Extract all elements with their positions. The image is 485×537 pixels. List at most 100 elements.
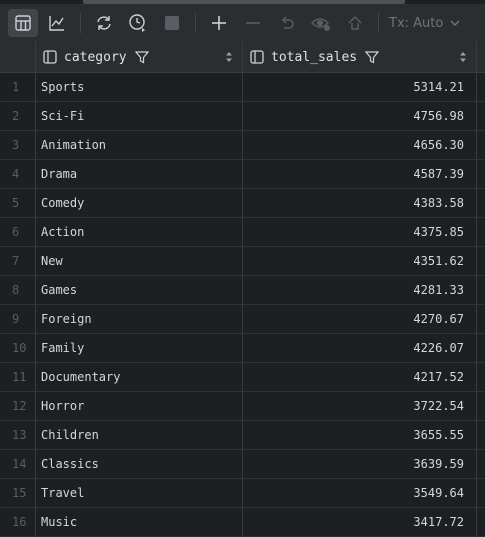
column-header-category[interactable]: category: [36, 42, 243, 72]
table-row[interactable]: 3 Animation 4656.30: [0, 131, 485, 160]
chevron-down-icon: [450, 20, 460, 26]
revert-button[interactable]: [272, 10, 302, 36]
minus-icon: [246, 22, 260, 24]
row-number[interactable]: 7: [0, 247, 36, 275]
auto-refresh-button[interactable]: [123, 10, 153, 36]
row-number[interactable]: 3: [0, 131, 36, 159]
column-icon: [43, 50, 57, 64]
filter-icon[interactable]: [365, 50, 380, 64]
table-row[interactable]: 12 Horror 3722.54: [0, 392, 485, 421]
cell-category[interactable]: Games: [36, 276, 243, 304]
grid-body: 1 Sports 5314.21 2 Sci-Fi 4756.98 3 Animation 46…: [0, 73, 485, 537]
cell-category[interactable]: Sports: [36, 73, 243, 101]
table-row[interactable]: 2 Sci-Fi 4756.98: [0, 102, 485, 131]
sort-icon[interactable]: [224, 50, 234, 64]
eye-icon: [311, 18, 330, 31]
table-icon: [15, 15, 31, 31]
row-number[interactable]: 11: [0, 363, 36, 391]
stop-button[interactable]: [157, 10, 187, 36]
row-number[interactable]: 1: [0, 73, 36, 101]
cell-category[interactable]: Children: [36, 421, 243, 449]
row-number[interactable]: 10: [0, 334, 36, 362]
cell-total-sales[interactable]: 3417.72: [243, 508, 477, 536]
cell-total-sales[interactable]: 3549.64: [243, 479, 477, 507]
window-drag-handle[interactable]: [83, 0, 405, 4]
cell-category[interactable]: Comedy: [36, 189, 243, 217]
cell-category[interactable]: Documentary: [36, 363, 243, 391]
table-row[interactable]: 11 Documentary 4217.52: [0, 363, 485, 392]
delete-row-button[interactable]: [238, 10, 268, 36]
sort-icon[interactable]: [458, 50, 468, 64]
row-number[interactable]: 14: [0, 450, 36, 478]
refresh-button[interactable]: [89, 10, 119, 36]
row-number[interactable]: 5: [0, 189, 36, 217]
cell-category[interactable]: Animation: [36, 131, 243, 159]
cell-total-sales[interactable]: 4270.67: [243, 305, 477, 333]
cell-category[interactable]: Foreign: [36, 305, 243, 333]
cell-total-sales[interactable]: 3722.54: [243, 392, 477, 420]
table-row[interactable]: 15 Travel 3549.64: [0, 479, 485, 508]
column-header-total-sales[interactable]: total_sales: [243, 42, 477, 72]
row-number[interactable]: 13: [0, 421, 36, 449]
table-row[interactable]: 1 Sports 5314.21: [0, 73, 485, 102]
cell-category[interactable]: Horror: [36, 392, 243, 420]
row-number[interactable]: 2: [0, 102, 36, 130]
row-number[interactable]: 8: [0, 276, 36, 304]
table-row[interactable]: 7 New 4351.62: [0, 247, 485, 276]
cell-total-sales[interactable]: 3655.55: [243, 421, 477, 449]
cell-category[interactable]: Music: [36, 508, 243, 536]
plus-icon: [212, 16, 226, 30]
stop-icon: [165, 16, 179, 30]
cell-total-sales[interactable]: 4587.39: [243, 160, 477, 188]
row-number[interactable]: 16: [0, 508, 36, 536]
cell-total-sales[interactable]: 4226.07: [243, 334, 477, 362]
chart-view-button[interactable]: [42, 10, 72, 36]
cell-category[interactable]: Action: [36, 218, 243, 246]
cell-category[interactable]: New: [36, 247, 243, 275]
add-row-button[interactable]: [204, 10, 234, 36]
column-icon: [250, 50, 264, 64]
row-number[interactable]: 12: [0, 392, 36, 420]
table-row[interactable]: 9 Foreign 4270.67: [0, 305, 485, 334]
toolbar-separator: [195, 13, 196, 33]
row-number[interactable]: 4: [0, 160, 36, 188]
submit-button[interactable]: [340, 10, 370, 36]
table-row[interactable]: 14 Classics 3639.59: [0, 450, 485, 479]
cell-total-sales[interactable]: 4383.58: [243, 189, 477, 217]
filter-icon[interactable]: [134, 50, 149, 64]
table-row[interactable]: 10 Family 4226.07: [0, 334, 485, 363]
table-row[interactable]: 4 Drama 4587.39: [0, 160, 485, 189]
toolbar-separator: [378, 13, 379, 33]
cell-total-sales[interactable]: 4756.98: [243, 102, 477, 130]
row-number[interactable]: 6: [0, 218, 36, 246]
cell-total-sales[interactable]: 4281.33: [243, 276, 477, 304]
preview-changes-button[interactable]: [306, 10, 336, 36]
table-row[interactable]: 13 Children 3655.55: [0, 421, 485, 450]
row-number-header[interactable]: [0, 42, 36, 72]
cell-category[interactable]: Drama: [36, 160, 243, 188]
transaction-mode-label: Tx: Auto: [389, 15, 444, 31]
table-row[interactable]: 5 Comedy 4383.58: [0, 189, 485, 218]
column-label: category: [64, 49, 127, 65]
table-row[interactable]: 6 Action 4375.85: [0, 218, 485, 247]
chart-icon: [49, 16, 64, 31]
cell-category[interactable]: Sci-Fi: [36, 102, 243, 130]
cell-category[interactable]: Travel: [36, 479, 243, 507]
column-label: total_sales: [271, 49, 358, 65]
results-toolbar: Tx: Auto: [0, 4, 485, 42]
row-number[interactable]: 15: [0, 479, 36, 507]
cell-total-sales[interactable]: 3639.59: [243, 450, 477, 478]
cell-total-sales[interactable]: 4656.30: [243, 131, 477, 159]
cell-category[interactable]: Classics: [36, 450, 243, 478]
undo-icon: [281, 16, 294, 29]
cell-total-sales[interactable]: 4217.52: [243, 363, 477, 391]
table-row[interactable]: 8 Games 4281.33: [0, 276, 485, 305]
table-view-button[interactable]: [8, 9, 38, 37]
cell-total-sales[interactable]: 4375.85: [243, 218, 477, 246]
table-row[interactable]: 16 Music 3417.72: [0, 508, 485, 537]
transaction-mode-dropdown[interactable]: Tx: Auto: [383, 16, 467, 31]
cell-total-sales[interactable]: 4351.62: [243, 247, 477, 275]
cell-category[interactable]: Family: [36, 334, 243, 362]
cell-total-sales[interactable]: 5314.21: [243, 73, 477, 101]
row-number[interactable]: 9: [0, 305, 36, 333]
